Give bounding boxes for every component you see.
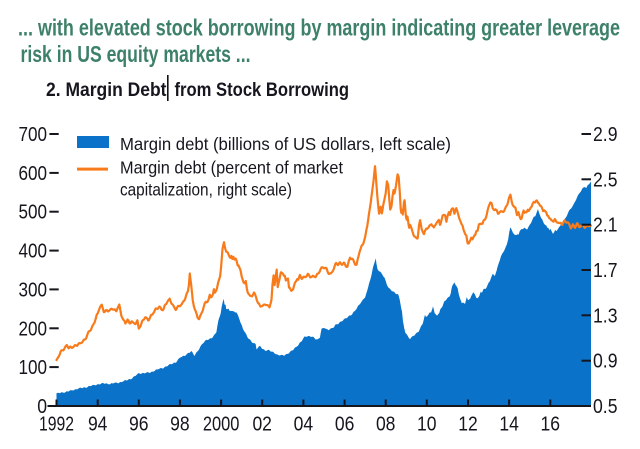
svg-text:2.5: 2.5 bbox=[593, 169, 618, 191]
svg-text:2.9: 2.9 bbox=[593, 124, 618, 146]
svg-text:0.5: 0.5 bbox=[593, 396, 618, 418]
svg-text:from Stock Borrowing: from Stock Borrowing bbox=[175, 80, 350, 101]
svg-text:Margin debt (percent of market: Margin debt (percent of market bbox=[120, 158, 343, 178]
svg-text:02: 02 bbox=[252, 414, 272, 436]
svg-text:600: 600 bbox=[19, 163, 48, 185]
svg-text:1992: 1992 bbox=[39, 414, 74, 436]
svg-text:0: 0 bbox=[37, 396, 47, 418]
svg-text:2000: 2000 bbox=[203, 414, 240, 436]
svg-text:1.3: 1.3 bbox=[593, 305, 618, 327]
svg-text:94: 94 bbox=[88, 414, 108, 436]
svg-text:12: 12 bbox=[458, 414, 478, 436]
svg-text:2. Margin Debt: 2. Margin Debt bbox=[46, 80, 167, 101]
svg-text:96: 96 bbox=[129, 414, 149, 436]
svg-text:700: 700 bbox=[19, 124, 48, 146]
svg-text:14: 14 bbox=[499, 414, 519, 436]
svg-text:16: 16 bbox=[541, 414, 561, 436]
svg-text:08: 08 bbox=[376, 414, 396, 436]
svg-text:capitalization, right scale): capitalization, right scale) bbox=[120, 180, 292, 200]
svg-text:0.9: 0.9 bbox=[593, 351, 618, 373]
svg-text:... with elevated stock borrow: ... with elevated stock borrowing by mar… bbox=[18, 15, 620, 41]
svg-text:500: 500 bbox=[19, 202, 48, 224]
svg-text:06: 06 bbox=[335, 414, 355, 436]
svg-text:300: 300 bbox=[19, 279, 48, 301]
svg-text:100: 100 bbox=[19, 357, 48, 379]
svg-text:200: 200 bbox=[19, 318, 48, 340]
svg-text:04: 04 bbox=[294, 414, 314, 436]
svg-text:400: 400 bbox=[19, 241, 48, 263]
svg-text:Margin debt (billions of US do: Margin debt (billions of US dollars, lef… bbox=[120, 134, 451, 154]
svg-text:98: 98 bbox=[170, 414, 190, 436]
svg-text:2.1: 2.1 bbox=[593, 215, 618, 237]
svg-text:1.7: 1.7 bbox=[593, 260, 618, 282]
svg-text:10: 10 bbox=[417, 414, 437, 436]
svg-text:risk in US equity markets ...: risk in US equity markets ... bbox=[21, 41, 251, 67]
